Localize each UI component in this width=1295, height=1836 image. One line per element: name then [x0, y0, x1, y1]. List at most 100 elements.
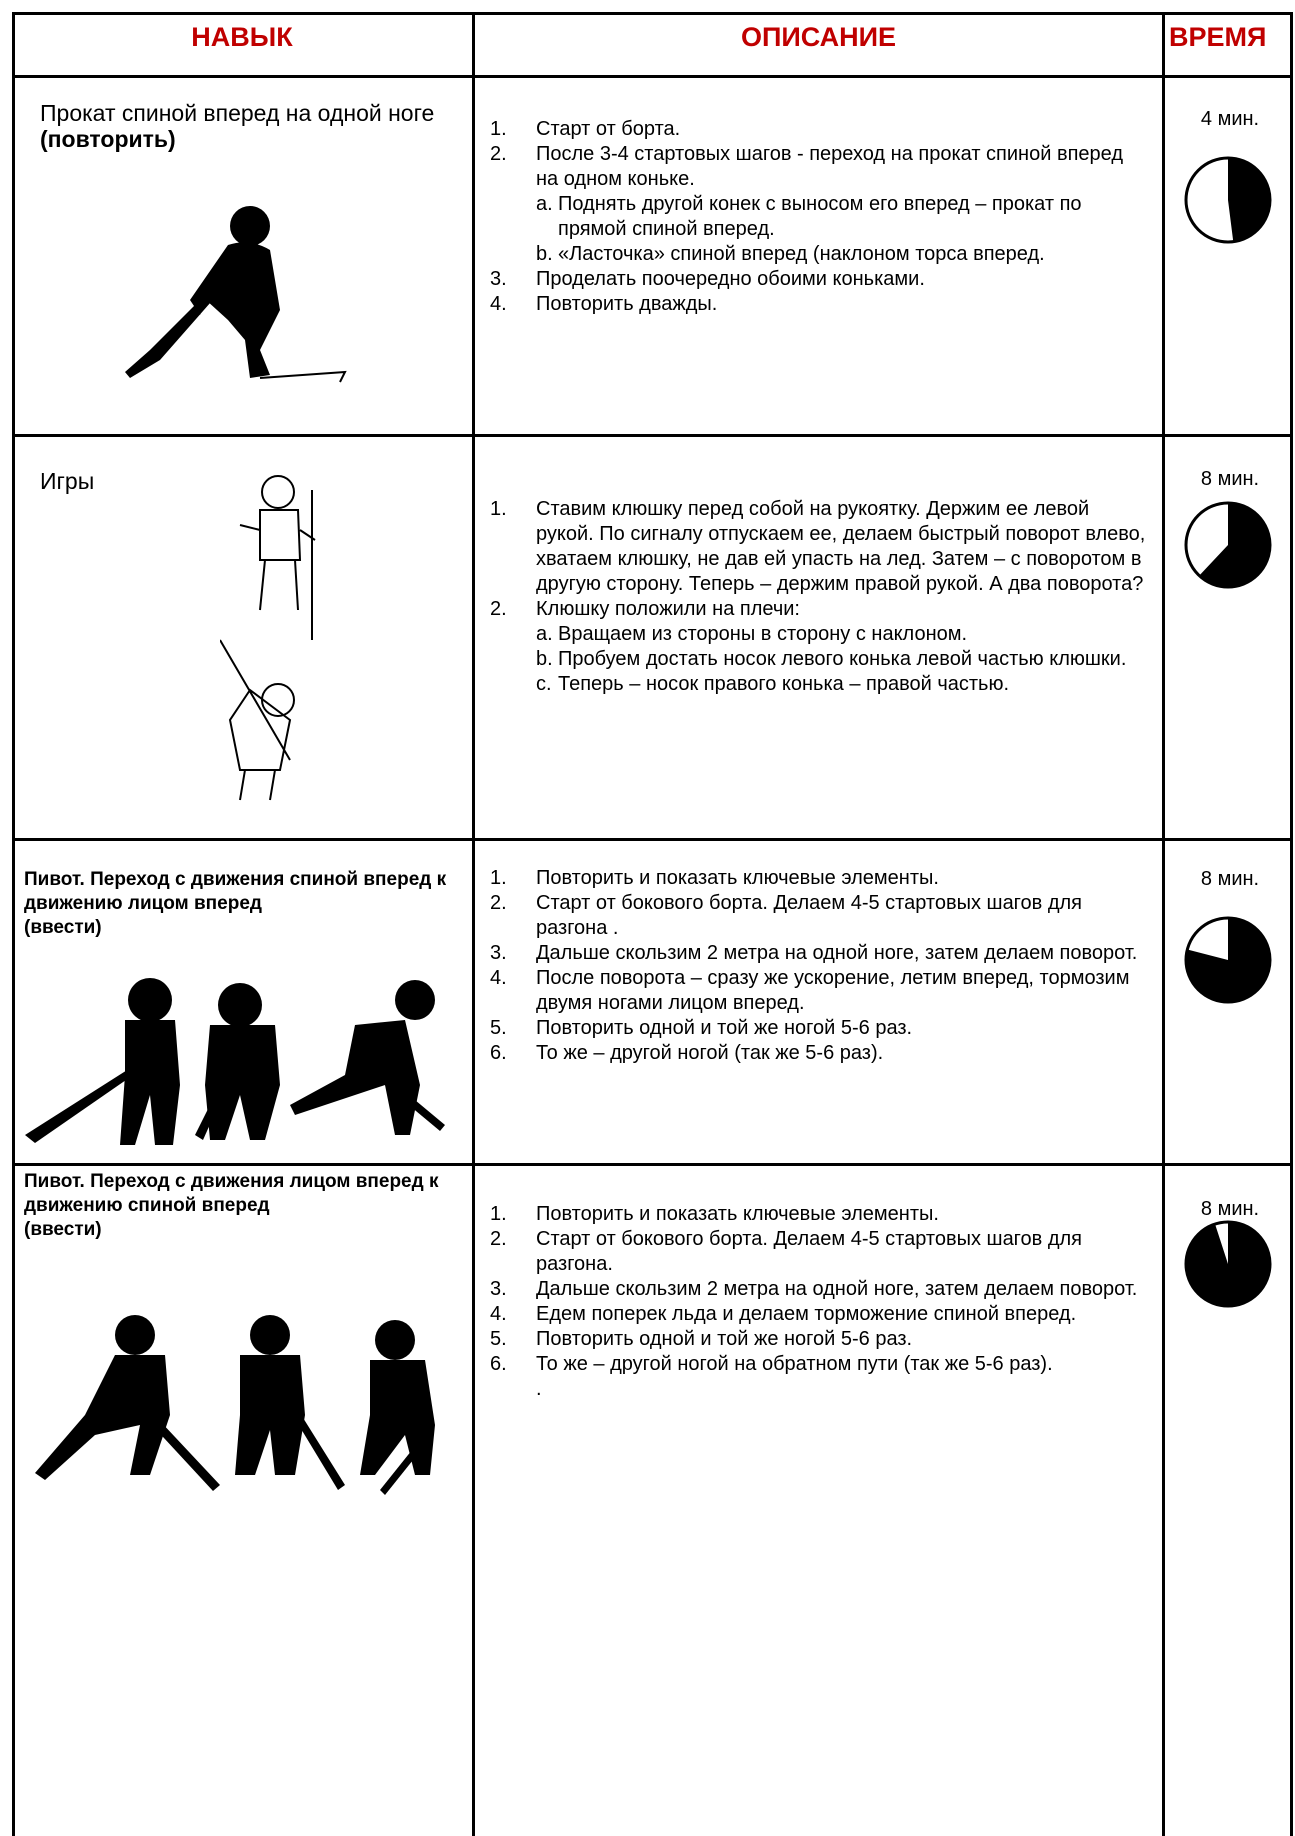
step-text: Старт от борта. — [536, 118, 681, 140]
header-cell: ОПИСАНИЕ — [740, 22, 897, 52]
step-text: После поворота – сразу же ускорение, лет… — [536, 967, 1130, 1014]
step-number: c. — [536, 673, 552, 695]
step-text: Повторить одной и той же ногой 5-6 раз. — [536, 1328, 913, 1350]
step-number: 5. — [490, 1017, 507, 1039]
illustration — [25, 978, 445, 1145]
step-text: Едем поперек льда и делаем торможение сп… — [536, 1303, 1077, 1325]
row-rule — [12, 1163, 1293, 1166]
illustration — [125, 206, 347, 383]
step: a. Вращаем из стороны в сторону с наклоно… — [490, 622, 1150, 647]
step-number: 3. — [490, 1278, 507, 1300]
step-number: 1. — [490, 118, 507, 140]
step: 4. После поворота – сразу же ускорение, л… — [490, 966, 1150, 1016]
step-text: Дальше скользим 2 метра на одной ноге, з… — [536, 1278, 1138, 1300]
step: 2. Клюшку положили на плечи: — [490, 597, 1150, 622]
step-text: После 3-4 стартовых шагов - переход на п… — [536, 143, 1124, 190]
step: 6. То же – другой ногой (так же 5-6 раз). — [490, 1041, 1150, 1066]
skill-text: Пивот. Переход с движения лицом вперед к… — [24, 1171, 439, 1216]
column-rule — [1162, 12, 1165, 1836]
step: 6. То же – другой ногой на обратном пути … — [490, 1352, 1150, 1377]
step-text: «Ласточка» спиной вперед (наклоном торса… — [558, 243, 1045, 265]
row-rule — [12, 434, 1293, 437]
step: 4. Повторить дважды. — [490, 292, 1150, 317]
steps: 1. Повторить и показать ключевые элементы… — [490, 866, 1150, 1066]
step-text: Повторить и показать ключевые элементы. — [536, 867, 939, 889]
skill-text: Игры — [40, 468, 95, 494]
step: a. Поднять другой конек с выносом его впе… — [490, 192, 1150, 242]
step-text: Повторить дважды. — [536, 293, 718, 315]
time-label: 8 мин. — [1200, 868, 1260, 890]
step-number: 2. — [490, 892, 507, 914]
step-text: То же – другой ногой (так же 5-6 раз). — [536, 1042, 884, 1064]
table-frame — [12, 12, 1293, 1836]
step-text: Вращаем из стороны в сторону с наклоном. — [558, 623, 968, 645]
step: 3. Дальше скользим 2 метра на одной ноге,… — [490, 941, 1150, 966]
step: 2. После 3-4 стартовых шагов - переход на… — [490, 142, 1150, 192]
step-text: Повторить одной и той же ногой 5-6 раз. — [536, 1017, 913, 1039]
step-text: Проделать поочередно обоими коньками. — [536, 268, 925, 290]
step-number: 2. — [490, 143, 507, 165]
skill-cell: Игры — [40, 468, 460, 494]
step-number: 6. — [490, 1353, 507, 1375]
clock-elapsed — [1186, 918, 1270, 1002]
skill-note: (ввести) — [24, 1219, 102, 1240]
step-number: 2. — [490, 1228, 507, 1250]
step: 1. Повторить и показать ключевые элементы… — [490, 866, 1150, 891]
time-label: 8 мин. — [1200, 468, 1260, 490]
step-number — [490, 1377, 536, 1402]
step: c. Теперь – носок правого конька – правой… — [490, 672, 1150, 697]
step: 1. Повторить и показать ключевые элементы… — [490, 1202, 1150, 1227]
step-text: Ставим клюшку перед собой на рукоятку. Д… — [536, 498, 1146, 595]
clock — [1184, 156, 1272, 244]
row-rule — [12, 838, 1293, 841]
step-number: 4. — [490, 1303, 507, 1325]
row-rule — [12, 75, 1293, 78]
step-number: 1. — [490, 498, 507, 520]
step: 2. Старт от бокового борта. Делаем 4-5 ст… — [490, 891, 1150, 941]
step: 1. Ставим клюшку перед собой на рукоятку.… — [490, 497, 1150, 597]
step-text: Клюшку положили на плечи: — [536, 598, 800, 620]
step-number: 1. — [490, 867, 507, 889]
step: b. Пробуем достать носок левого конька ле… — [490, 647, 1150, 672]
step: 4. Едем поперек льда и делаем торможение … — [490, 1302, 1150, 1327]
step-text: Поднять другой конек с выносом его впере… — [558, 193, 1082, 240]
step-number: 6. — [490, 1042, 507, 1064]
step-text: Дальше скользим 2 метра на одной ноге, з… — [536, 942, 1138, 964]
step: 1. Старт от борта. — [490, 117, 1150, 142]
clock — [1184, 1220, 1272, 1308]
step-number: 3. — [490, 268, 507, 290]
clock-elapsed — [1186, 1222, 1270, 1306]
step: 2. Старт от бокового борта. Делаем 4-5 ст… — [490, 1227, 1150, 1277]
step-text: То же – другой ногой на обратном пути (т… — [536, 1353, 1053, 1375]
illustration — [220, 475, 316, 801]
step: 5. Повторить одной и той же ногой 5-6 раз… — [490, 1327, 1150, 1352]
step: . — [490, 1377, 1150, 1402]
step-number: 1. — [490, 1203, 507, 1225]
header-cell: НАВЫК — [191, 22, 293, 52]
step-number: 5. — [490, 1328, 507, 1350]
step-text: . — [536, 1378, 542, 1400]
step: 3. Дальше скользим 2 метра на одной ноге,… — [490, 1277, 1150, 1302]
clock — [1184, 501, 1272, 589]
step-number: b. — [536, 648, 553, 670]
step-text: Старт от бокового борта. Делаем 4-5 стар… — [536, 1228, 1083, 1275]
step-number: a. — [536, 193, 553, 215]
steps: 1. Ставим клюшку перед собой на рукоятку.… — [490, 497, 1150, 697]
step-number: 4. — [490, 967, 507, 989]
skill-note: (повторить) — [40, 126, 176, 152]
time-label: 8 мин. — [1200, 1198, 1260, 1220]
steps: 1. Повторить и показать ключевые элементы… — [490, 1202, 1150, 1402]
steps: 1. Старт от борта. 2. После 3-4 стартовых ш… — [490, 117, 1150, 317]
step: 3. Проделать поочередно обоими коньками. — [490, 267, 1150, 292]
step-number: 3. — [490, 942, 507, 964]
clock-elapsed — [1199, 503, 1270, 587]
skill-text: Прокат спиной вперед на одной ноге — [40, 100, 435, 126]
step-text: Старт от бокового борта. Делаем 4-5 стар… — [536, 892, 1083, 939]
step-text: Теперь – носок правого конька – правой ч… — [558, 673, 1010, 695]
step-text: Повторить и показать ключевые элементы. — [536, 1203, 939, 1225]
step: b. «Ласточка» спиной вперед (наклоном тор… — [490, 242, 1150, 267]
skill-cell: Прокат спиной вперед на одной ноге (повто… — [40, 100, 460, 152]
skill-text: Пивот. Переход с движения спиной вперед … — [24, 869, 447, 914]
step-number: b. — [536, 243, 553, 265]
